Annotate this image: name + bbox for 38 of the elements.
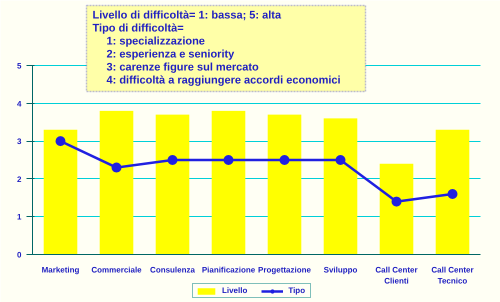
y-tick-label: 4 bbox=[17, 99, 22, 108]
x-tick-label: Call Center Tecnico bbox=[431, 266, 474, 286]
point bbox=[336, 155, 346, 165]
x-tick-label: Consulenza bbox=[150, 266, 196, 274]
text: 1: specializzazione bbox=[106, 36, 205, 48]
bar bbox=[100, 110, 134, 254]
text: 2: esperienza e seniority bbox=[106, 48, 236, 60]
point bbox=[56, 136, 66, 146]
y-tick-label: 0 bbox=[17, 250, 22, 260]
x-tick-label: Progettazione bbox=[258, 266, 312, 274]
annotation: 3: carenze figure sul mercato bbox=[106, 62, 260, 74]
legend-label: Tipo bbox=[288, 286, 306, 295]
bar bbox=[324, 118, 358, 254]
point bbox=[168, 155, 178, 165]
x-tick-label: Sviluppo bbox=[324, 266, 358, 274]
y-tick-label: 5 bbox=[17, 62, 22, 70]
point bbox=[224, 155, 234, 165]
bar bbox=[436, 130, 470, 254]
x-tick-label: Call Center Clienti bbox=[375, 266, 418, 286]
bar bbox=[212, 110, 246, 254]
x-tick-label: Pianificazione bbox=[202, 266, 256, 274]
y-tick-label: 2 bbox=[17, 174, 22, 184]
legend-label: Livello bbox=[222, 286, 248, 295]
bar bbox=[380, 164, 414, 254]
point bbox=[112, 162, 122, 173]
y-tick-label: 1 bbox=[17, 212, 22, 222]
point bbox=[392, 196, 402, 207]
x-tick-label: Commerciale bbox=[91, 266, 142, 274]
point bbox=[280, 155, 290, 165]
y-tick-label: 3 bbox=[17, 137, 22, 146]
text: Tipo di difficoltà= bbox=[92, 22, 184, 34]
point bbox=[448, 189, 458, 200]
bar bbox=[156, 114, 190, 254]
bar bbox=[268, 114, 302, 254]
bar bbox=[44, 130, 78, 254]
text: Livello di difficoltà= 1: bassa; 5: alta bbox=[92, 10, 282, 22]
x-tick-label: Marketing bbox=[42, 266, 80, 274]
annotation: 4: difficoltà a raggiungere accordi economici bbox=[106, 74, 341, 86]
